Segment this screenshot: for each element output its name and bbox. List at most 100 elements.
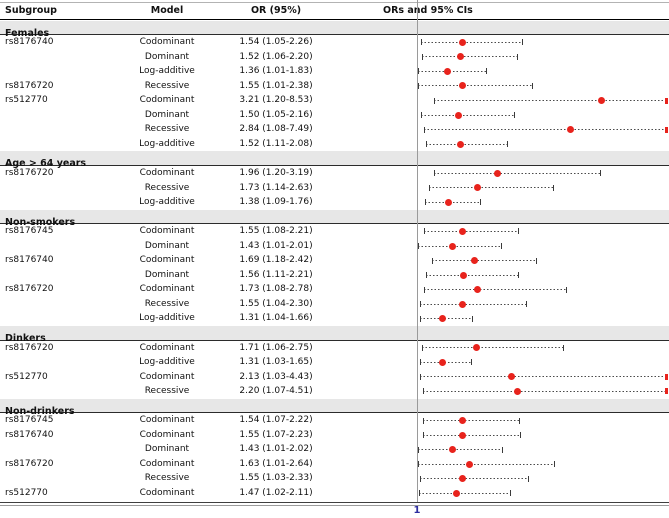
subgroup-cell: rs8176720: [5, 342, 54, 353]
or-point-marker: [466, 460, 474, 468]
ci-cap-right: [517, 53, 519, 60]
ci-cap-left: [419, 475, 421, 482]
model-cell: Dominant: [144, 444, 190, 455]
or-point-marker: [458, 417, 466, 425]
or-point-marker: [443, 67, 451, 75]
or-value-cell: 2.13 (1.03-4.43): [239, 371, 313, 382]
or-value-cell: 1.55 (1.03-2.33): [239, 473, 313, 484]
ci-clip-marker: [665, 388, 668, 395]
section-label: Age > 64 years: [5, 158, 87, 170]
or-value-cell: 1.71 (1.06-2.75): [239, 342, 313, 353]
ci-whisker-line: [422, 390, 666, 392]
ci-cap-left: [433, 97, 435, 104]
ci-cap-left: [428, 184, 430, 191]
or-point-marker: [459, 475, 467, 483]
model-cell: Codominant: [139, 371, 195, 382]
ci-plot: [0, 239, 669, 254]
or-point-marker: [455, 111, 463, 119]
ci-cap-right: [535, 257, 537, 264]
ci-cap-left: [424, 199, 426, 206]
section-header: Females: [0, 20, 669, 39]
ci-cap-right: [501, 243, 503, 249]
table-body: Females rs8176740 Codominant 1.54 (1.05-…: [0, 20, 669, 501]
ci-cap-right: [525, 301, 527, 308]
or-value-cell: 1.52 (1.11-2.08): [239, 138, 313, 149]
table-row: Log-additive 1.36 (1.01-1.83): [0, 64, 669, 79]
table-row: rs512770 Codominant 2.13 (1.03-4.43): [0, 370, 669, 385]
ci-whisker-line: [426, 143, 508, 145]
ci-cap-right: [563, 344, 565, 351]
table-row: Dominant 1.56 (1.11-2.21): [0, 268, 669, 283]
table-row: Recessive 1.73 (1.14-2.63): [0, 181, 669, 196]
ci-plot: [0, 108, 669, 123]
model-cell: Codominant: [139, 255, 195, 266]
ci-plot: [0, 224, 669, 239]
or-point-marker: [459, 300, 467, 308]
ci-cap-left: [417, 461, 419, 468]
ci-whisker-line: [420, 303, 526, 305]
table-row: Recessive 2.84 (1.08-7.49): [0, 122, 669, 137]
or-point-marker: [598, 97, 606, 105]
ci-cap-right: [480, 199, 482, 206]
table-row: rs512770 Codominant 3.21 (1.20-8.53): [0, 93, 669, 108]
ci-whisker-line: [433, 100, 666, 102]
section-label: Females: [5, 27, 50, 39]
or-value-cell: 1.36 (1.01-1.83): [239, 66, 313, 77]
ci-cap-left: [417, 68, 419, 75]
ci-cap-right: [518, 272, 520, 279]
ci-cap-left: [423, 286, 425, 293]
or-value-cell: 2.20 (1.07-4.51): [239, 386, 313, 397]
ci-whisker-line: [421, 41, 523, 43]
table-row: Dominant 1.43 (1.01-2.02): [0, 442, 669, 457]
or-point-marker: [445, 198, 453, 206]
col-header-or: OR (95%): [250, 5, 302, 16]
ci-whisker-line: [433, 172, 600, 174]
ci-cap-left: [422, 417, 424, 424]
model-cell: Recessive: [144, 124, 190, 135]
table-row: rs8176745 Codominant 1.55 (1.08-2.21): [0, 224, 669, 239]
ci-whisker-line: [423, 289, 566, 291]
ci-plot: [0, 166, 669, 181]
ci-plot: [0, 137, 669, 152]
or-value-cell: 1.54 (1.05-2.26): [239, 37, 313, 48]
model-cell: Log-additive: [139, 313, 195, 324]
or-value-cell: 1.55 (1.08-2.21): [239, 226, 313, 237]
ci-cap-left: [421, 112, 423, 119]
ci-cap-right: [522, 39, 524, 46]
subgroup-cell: rs8176740: [5, 429, 54, 440]
or-point-marker: [439, 358, 447, 366]
or-value-cell: 1.50 (1.05-2.16): [239, 109, 313, 120]
ci-clip-marker: [665, 97, 668, 104]
ci-cap-right: [486, 68, 488, 75]
ci-cap-right: [519, 432, 521, 439]
ci-cap-left: [426, 272, 428, 279]
ci-plot: [0, 181, 669, 196]
model-cell: Codominant: [139, 284, 195, 295]
ci-plot: [0, 384, 669, 399]
section-header: Age > 64 years: [0, 151, 669, 169]
table-row: rs8176740 Codominant 1.69 (1.18-2.42): [0, 253, 669, 268]
or-value-cell: 1.52 (1.06-2.20): [239, 51, 313, 62]
or-point-marker: [460, 271, 468, 279]
ci-cap-right: [528, 475, 530, 482]
or-point-marker: [458, 38, 466, 46]
table-row: rs8176720 Codominant 1.96 (1.20-3.19): [0, 166, 669, 181]
or-point-marker: [567, 126, 575, 134]
model-cell: Recessive: [144, 182, 190, 193]
or-value-cell: 1.63 (1.01-2.64): [239, 458, 313, 469]
col-header-model: Model: [150, 5, 184, 16]
table-row: Log-additive 1.52 (1.11-2.08): [0, 137, 669, 152]
ci-clip-marker: [665, 126, 668, 133]
model-cell: Recessive: [144, 386, 190, 397]
reference-line: [417, 0, 418, 502]
subgroup-cell: rs8176720: [5, 284, 54, 295]
or-point-marker: [439, 315, 447, 323]
ci-cap-left: [421, 39, 423, 46]
or-value-cell: 1.96 (1.20-3.19): [239, 167, 313, 178]
ci-cap-left: [426, 141, 428, 148]
table-row: Recessive 1.55 (1.04-2.30): [0, 297, 669, 312]
ci-cap-left: [418, 490, 420, 497]
ci-plot: [0, 413, 669, 428]
table-row: Dominant 1.52 (1.06-2.20): [0, 50, 669, 65]
